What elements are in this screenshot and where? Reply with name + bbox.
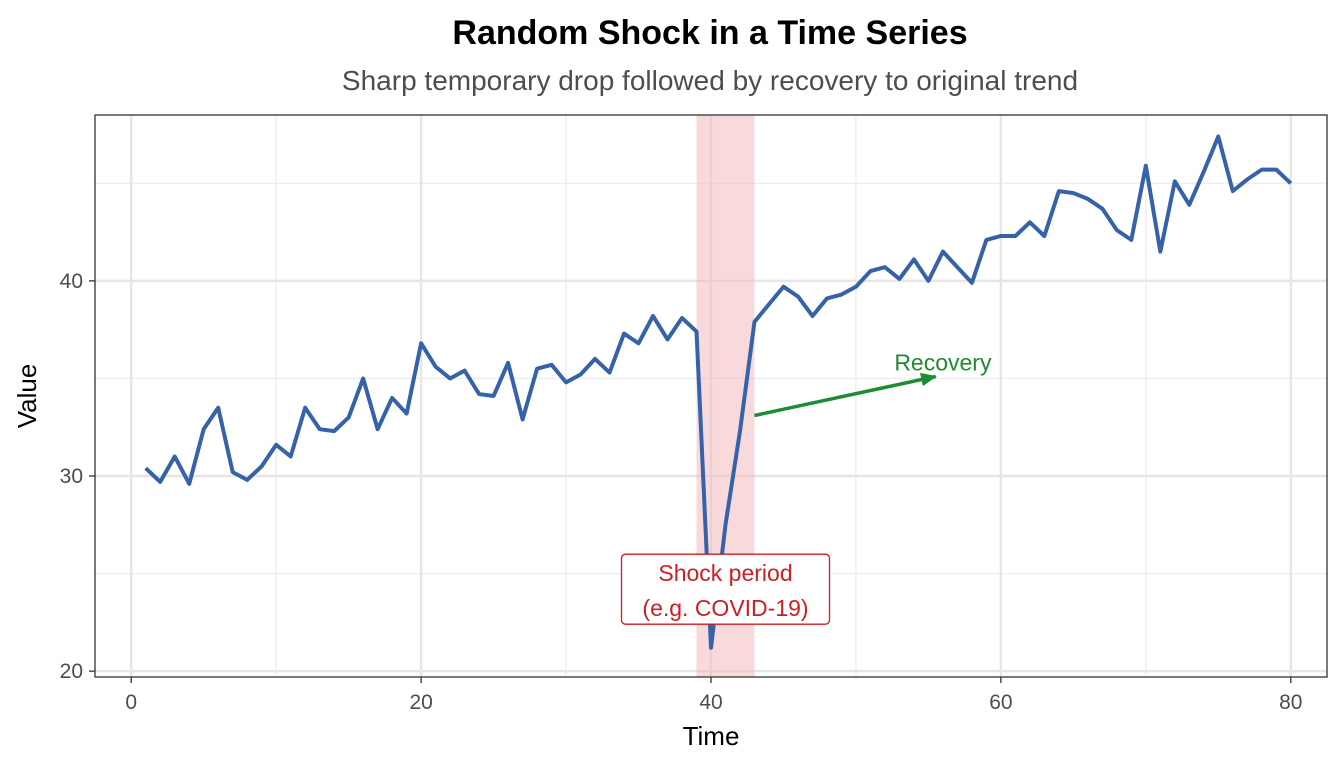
y-tick-label: 30 [60,465,83,488]
y-axis: 20 30 40 [60,270,95,683]
x-tick-label: 80 [1279,691,1302,714]
y-tick-label: 20 [60,660,83,683]
y-tick-label: 40 [60,270,83,293]
x-axis-title: Time [683,721,740,751]
recovery-arrow-head [920,372,937,387]
chart-subtitle: Sharp temporary drop followed by recover… [342,65,1078,96]
shock-label-line1: Shock period [658,560,792,586]
shock-label-line2: (e.g. COVID-19) [642,595,808,621]
x-axis: 0 20 40 60 80 [125,677,1302,714]
chart-title: Random Shock in a Time Series [452,14,967,52]
annotation-layer: Recovery Shock period (e.g. COVID-19) [620,350,992,625]
shock-label-box [620,553,831,625]
x-tick-label: 40 [699,691,722,714]
x-tick-label: 60 [989,691,1012,714]
recovery-label: Recovery [894,350,992,376]
x-tick-label: 0 [125,691,137,714]
y-axis-title: Value [12,364,42,429]
recovery-arrow-shaft [754,374,937,418]
x-tick-label: 20 [409,691,432,714]
